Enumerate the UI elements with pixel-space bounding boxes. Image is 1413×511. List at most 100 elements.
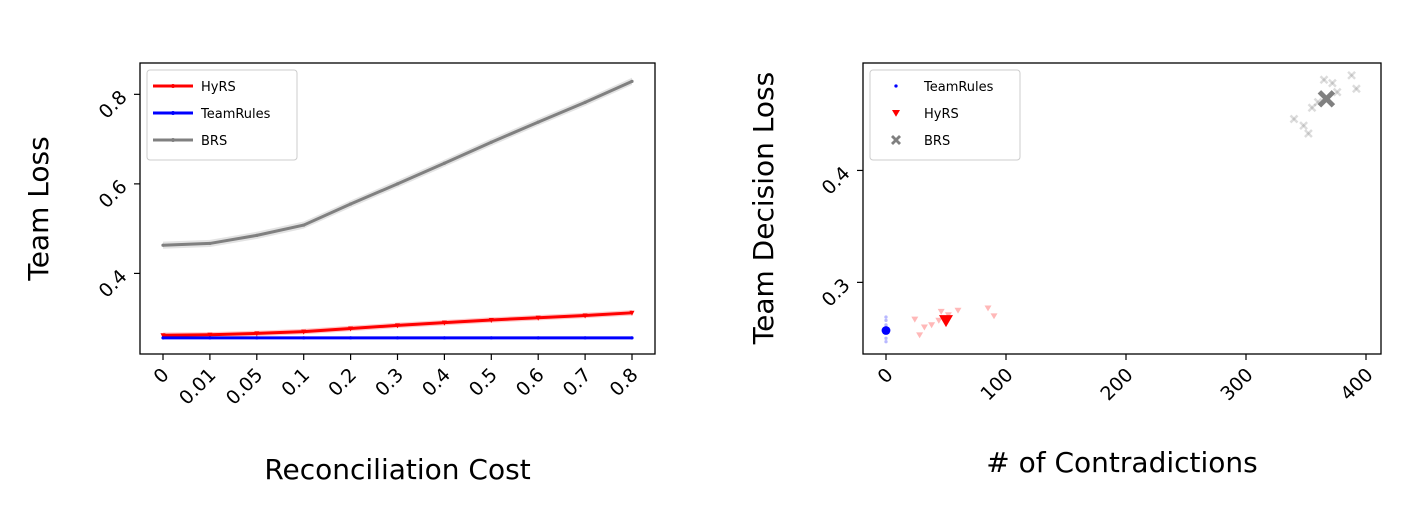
x-marker-stroke <box>1319 75 1329 85</box>
legend-label-teamrules: TeamRules <box>923 80 994 95</box>
x-marker-stroke <box>1313 97 1323 107</box>
right-plot-frame <box>862 62 1382 355</box>
data-point-brs <box>1347 70 1356 80</box>
legend-label-hyrs: HyRS <box>924 107 959 122</box>
data-point-hyrs <box>254 331 260 337</box>
legend-line-marker <box>171 111 175 115</box>
x-tick-label: 0.1 <box>277 364 314 401</box>
data-point-brs <box>630 79 634 83</box>
x-marker-stroke <box>1352 84 1361 94</box>
legend-marker-teamrules <box>894 84 898 88</box>
x-marker-stroke <box>1332 87 1342 97</box>
data-point-teamrules <box>884 340 888 344</box>
data-point-hyrs <box>937 308 945 315</box>
x-marker-stroke <box>1299 121 1308 131</box>
x-marker-stroke <box>1328 78 1337 88</box>
data-point-brs <box>1307 103 1317 113</box>
data-point-hyrs <box>629 310 635 316</box>
legend-entry-brs: BRS <box>891 134 950 149</box>
data-point-hyrs <box>301 329 307 335</box>
data-point-hyrs <box>911 316 919 323</box>
x-marker-stroke <box>1307 103 1317 113</box>
data-point-teamrules <box>442 336 446 340</box>
legend-label-teamrules: TeamRules <box>200 107 271 122</box>
data-point-teamrules <box>884 336 888 340</box>
x-tick-label: 0.5 <box>465 364 502 401</box>
data-point-teamrules <box>208 336 212 340</box>
legend-entry-teamrules: TeamRules <box>153 107 271 122</box>
right-plot-area <box>881 70 1361 344</box>
y-tick-label: 0.6 <box>95 176 132 213</box>
data-point-teamrules <box>630 336 634 340</box>
mean-point-brs <box>1317 90 1336 108</box>
data-point-brs <box>442 161 446 165</box>
data-point-hyrs <box>488 317 494 323</box>
data-point-hyrs <box>984 305 992 312</box>
data-point-hyrs <box>535 315 541 321</box>
left-plot-area <box>160 77 635 340</box>
x-tick-label: 0.2 <box>324 364 361 401</box>
data-point-brs <box>161 243 165 247</box>
data-point-hyrs <box>954 307 962 314</box>
x-tick-label: 0.05 <box>222 364 267 409</box>
data-point-teamrules <box>884 318 888 323</box>
x-marker-stroke <box>1317 90 1336 108</box>
x-marker-stroke <box>1347 70 1356 80</box>
y-tick-label: 0.8 <box>95 86 132 123</box>
x-tick-label: 100 <box>976 364 1017 405</box>
data-point-brs <box>489 140 493 144</box>
data-point-teamrules <box>255 336 259 340</box>
data-point-brs <box>1328 78 1337 88</box>
legend-label-brs: BRS <box>201 134 227 149</box>
data-point-hyrs <box>441 320 447 326</box>
x-tick-label: 0.01 <box>175 364 220 409</box>
x-tick-label: 300 <box>1216 364 1257 405</box>
data-point-hyrs <box>207 332 213 338</box>
x-tick-label: 0 <box>873 364 897 388</box>
data-point-teamrules <box>395 336 400 340</box>
x-marker-stroke <box>1304 129 1313 138</box>
x-tick-label: 0.4 <box>418 364 455 401</box>
x-tick-label: 0.7 <box>559 364 596 401</box>
data-point-hyrs <box>160 333 166 339</box>
legend-entry-hyrs: HyRS <box>892 107 959 122</box>
data-point-brs <box>1299 121 1308 131</box>
data-point-brs <box>1352 84 1361 94</box>
x-marker-stroke <box>1304 129 1313 138</box>
x-marker-stroke <box>1352 84 1361 94</box>
data-point-brs <box>1319 75 1329 85</box>
legend-line-marker <box>171 84 175 88</box>
data-point-hyrs <box>348 326 354 332</box>
x-tick-label: 0.3 <box>371 364 408 401</box>
data-point-hyrs <box>920 324 928 331</box>
x-tick-label: 0.8 <box>606 364 643 401</box>
x-tick-label: 0.6 <box>512 364 549 401</box>
data-point-teamrules <box>161 336 165 340</box>
data-point-teamrules <box>583 336 587 340</box>
data-point-teamrules <box>884 315 888 319</box>
data-point-brs <box>395 182 400 186</box>
legend-label-brs: BRS <box>924 134 950 149</box>
legend-line-marker <box>171 138 175 142</box>
data-point-brs <box>1304 129 1313 138</box>
x-marker-stroke <box>1328 78 1337 88</box>
y-axis-label: Team Loss <box>22 136 55 281</box>
y-axis-label: Team Decision Loss <box>747 72 780 345</box>
data-point-brs <box>208 241 212 246</box>
data-point-brs <box>1289 114 1299 124</box>
data-point-brs <box>255 233 259 237</box>
data-point-brs <box>349 202 353 206</box>
data-point-brs <box>583 100 587 104</box>
data-point-hyrs <box>990 313 998 320</box>
x-marker-stroke <box>1289 114 1299 124</box>
x-marker-stroke <box>1319 75 1329 85</box>
x-axis-label: Reconciliation Cost <box>264 453 530 486</box>
x-tick-label: 400 <box>1336 364 1377 405</box>
legend-frame <box>146 69 298 161</box>
data-point-teamrules <box>536 336 540 340</box>
data-point-brs <box>536 120 540 124</box>
legend: HyRS TeamRules BRS <box>146 69 298 161</box>
data-point-hyrs <box>395 323 400 329</box>
x-marker-stroke <box>891 135 901 145</box>
